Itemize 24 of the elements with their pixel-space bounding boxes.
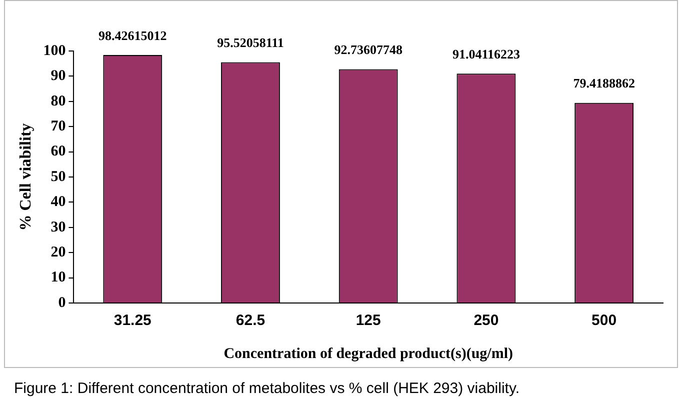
data-label: 98.42615012 [98,28,167,43]
data-label: 79.4188862 [573,76,635,91]
y-tick-label: 10 [50,270,66,286]
y-tick-label: 90 [50,68,66,84]
data-label: 92.73607748 [334,42,403,58]
x-tick-label: 31.25 [114,312,152,330]
y-tick-label: 30 [50,219,66,236]
y-axis-title: % Cell viability [18,123,35,231]
y-tick-label: 0 [58,294,66,311]
data-label: 91.04116223 [452,46,520,62]
y-tick-label: 40 [50,194,66,210]
caption: Figure 1: Different concentration of metabolites vs % cell (HEK 293) viability. [13,379,521,397]
x-tick-label: 500 [592,312,617,330]
y-tick-label: 20 [50,244,66,260]
y-tick-label: 70 [50,118,66,134]
y-tick-label: 100 [43,42,66,59]
data-label: 95.52058111 [217,35,284,50]
x-tick-label: 125 [356,312,381,330]
x-tick-label: 250 [474,312,499,330]
y-tick-label: 50 [50,168,66,185]
x-tick-label: 62.5 [236,312,266,330]
x-axis-title: Concentration of degraded product(s)(ug/ml) [224,346,513,362]
y-tick-label: 80 [50,93,66,110]
y-tick-label: 60 [50,144,66,160]
